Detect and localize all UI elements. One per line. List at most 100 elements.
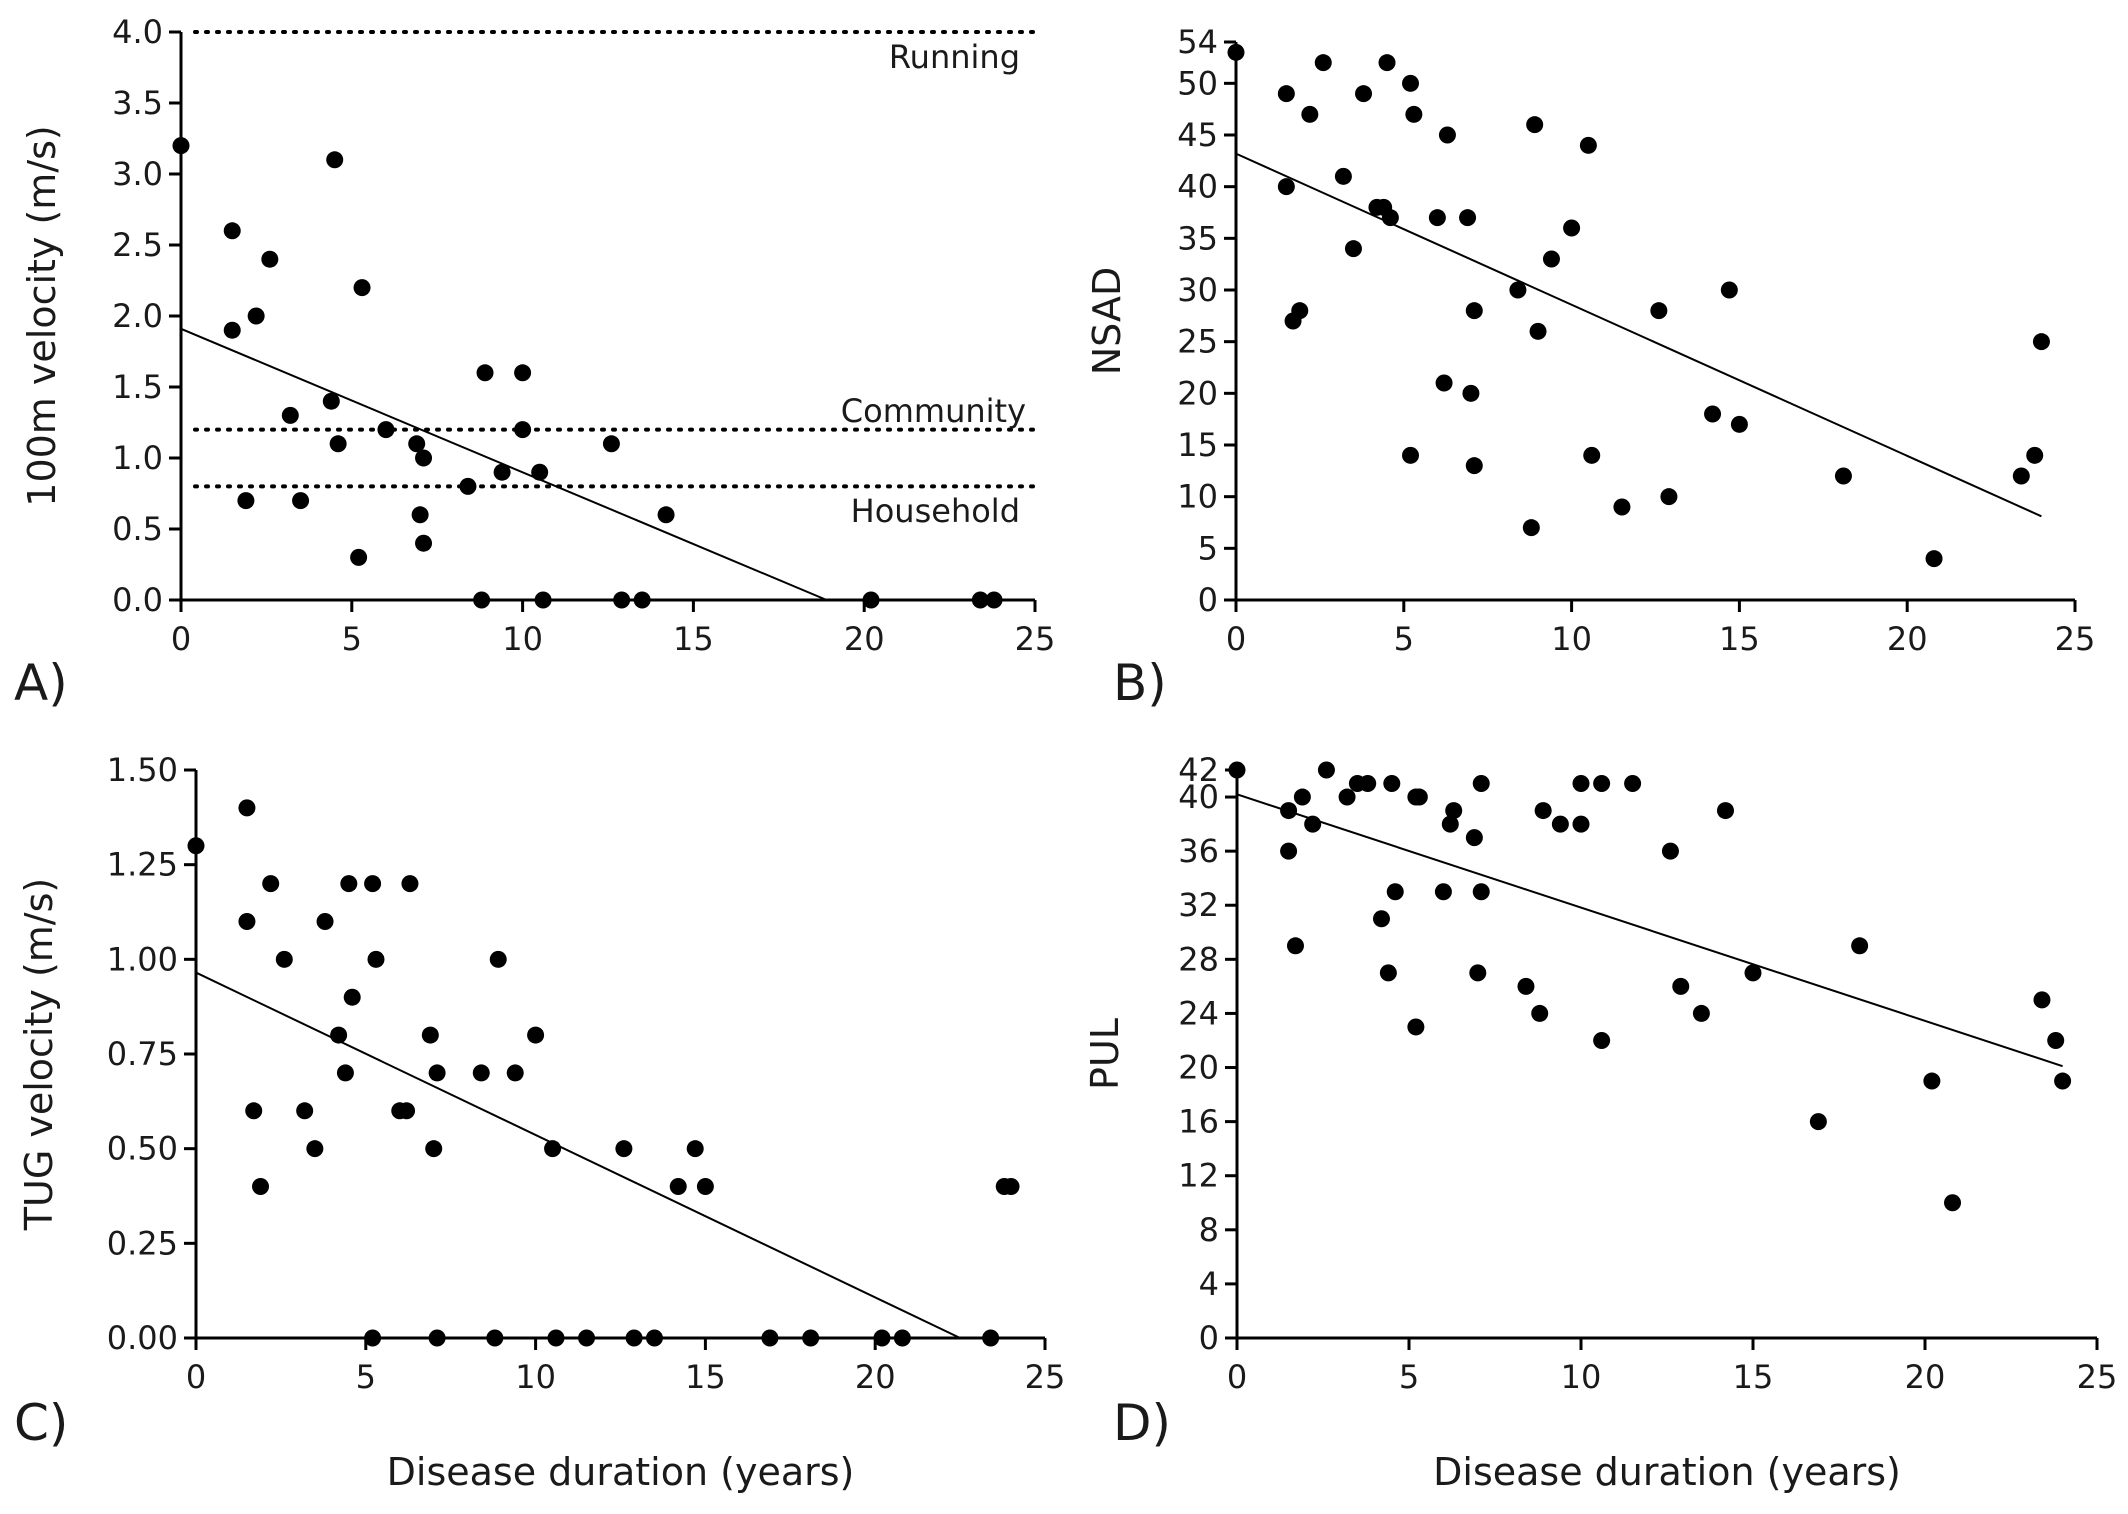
data-point xyxy=(1465,302,1483,320)
data-point xyxy=(1286,937,1304,955)
y-tick-label: 1.5 xyxy=(112,368,163,406)
data-point xyxy=(633,591,651,609)
data-point xyxy=(415,449,433,467)
y-axis-title: NSAD xyxy=(1085,267,1129,376)
data-point xyxy=(326,151,344,169)
data-point xyxy=(1381,209,1399,227)
data-point xyxy=(489,950,507,968)
data-point xyxy=(336,1064,354,1082)
y-axis-title: TUG velocity (m/s) xyxy=(17,878,61,1231)
data-point xyxy=(1472,775,1490,793)
data-point xyxy=(761,1329,779,1347)
data-point xyxy=(1944,1194,1962,1212)
x-axis-title: Disease duration (years) xyxy=(387,1450,855,1494)
y-tick-label: 8 xyxy=(1199,1211,1219,1249)
data-point xyxy=(602,435,620,453)
data-point xyxy=(1355,85,1373,103)
data-point xyxy=(615,1140,633,1158)
data-point xyxy=(1834,467,1852,485)
data-point xyxy=(2054,1072,2072,1090)
data-point xyxy=(428,1064,446,1082)
x-tick-label: 10 xyxy=(1561,1358,1602,1396)
y-tick-label: 50 xyxy=(1177,64,1218,102)
data-point xyxy=(1301,105,1319,123)
data-point xyxy=(1445,802,1463,820)
data-point xyxy=(1720,281,1738,299)
data-point xyxy=(1383,775,1401,793)
y-tick-label: 3.5 xyxy=(112,84,163,122)
data-point xyxy=(1435,374,1453,392)
data-point xyxy=(657,506,675,524)
data-point xyxy=(1579,136,1597,154)
data-point xyxy=(1293,788,1311,806)
x-tick-label: 25 xyxy=(2055,620,2096,658)
y-tick-label: 4.0 xyxy=(112,13,163,51)
data-point xyxy=(1462,384,1480,402)
data-point xyxy=(1402,446,1420,464)
data-point xyxy=(1465,457,1483,475)
data-point xyxy=(971,591,989,609)
y-axis-title: PUL xyxy=(1083,1018,1127,1090)
y-tick-label: 15 xyxy=(1177,426,1218,464)
data-point xyxy=(493,463,511,481)
data-point xyxy=(1344,240,1362,258)
y-tick-label: 0.25 xyxy=(107,1224,178,1262)
data-point xyxy=(476,364,494,382)
data-point xyxy=(1407,1018,1425,1036)
data-point xyxy=(421,1026,439,1044)
data-point xyxy=(350,548,368,566)
data-point xyxy=(1277,85,1295,103)
y-tick-label: 1.00 xyxy=(107,940,178,978)
data-point xyxy=(1002,1178,1020,1196)
panel-label: B) xyxy=(1113,654,1167,712)
x-tick-label: 0 xyxy=(1226,620,1246,658)
y-tick-label: 2.5 xyxy=(112,226,163,264)
data-point xyxy=(1359,775,1377,793)
data-point xyxy=(1650,302,1668,320)
data-point xyxy=(2026,446,2044,464)
data-point xyxy=(1410,788,1428,806)
data-point xyxy=(459,477,477,495)
panel-c: 0 5 10 15 20 25 0.00 0.25 0.50 0.75 1.00 1.25 1.50 TU… xyxy=(14,751,1065,1494)
x-tick-label: 0 xyxy=(1227,1358,1247,1396)
x-tick-label: 10 xyxy=(502,620,543,658)
data-point xyxy=(514,364,532,382)
data-point xyxy=(296,1102,314,1120)
data-point xyxy=(1372,910,1390,928)
x-tick-label: 25 xyxy=(2077,1358,2118,1396)
data-point xyxy=(1317,761,1335,779)
data-point xyxy=(1334,167,1352,185)
data-point xyxy=(1923,1072,1941,1090)
data-point xyxy=(223,321,241,339)
data-point xyxy=(223,222,241,240)
y-tick-label: 0.75 xyxy=(107,1035,178,1073)
trend-line xyxy=(1235,152,2042,518)
data-point xyxy=(1534,802,1552,820)
y-tick-label: 16 xyxy=(1178,1103,1219,1141)
data-point xyxy=(261,250,279,268)
data-point xyxy=(527,1026,545,1044)
y-tick-label: 42 xyxy=(1178,751,1219,789)
data-point xyxy=(547,1329,565,1347)
data-point xyxy=(1386,883,1404,901)
data-point xyxy=(1730,415,1748,433)
x-tick-label: 5 xyxy=(356,1358,376,1396)
data-point xyxy=(1304,815,1322,833)
data-point xyxy=(1428,209,1446,227)
data-point xyxy=(275,950,293,968)
y-tick-label: 2.0 xyxy=(112,297,163,335)
y-tick-label: 10 xyxy=(1177,478,1218,516)
data-point xyxy=(1704,405,1722,423)
data-point xyxy=(1338,788,1356,806)
data-point xyxy=(544,1140,562,1158)
data-point xyxy=(340,875,358,893)
panel-a: 0 5 10 15 20 25 0.0 0.5 1.0 1.5 2.0 2.5 3.0 3.5 4.0 100… xyxy=(14,13,1055,712)
data-point xyxy=(534,591,552,609)
x-tick-label: 10 xyxy=(515,1358,556,1396)
data-point xyxy=(985,591,1003,609)
data-point xyxy=(245,1102,263,1120)
data-point xyxy=(645,1329,663,1347)
x-tick-label: 25 xyxy=(1025,1358,1066,1396)
x-tick-label: 0 xyxy=(186,1358,206,1396)
data-point xyxy=(1542,250,1560,268)
